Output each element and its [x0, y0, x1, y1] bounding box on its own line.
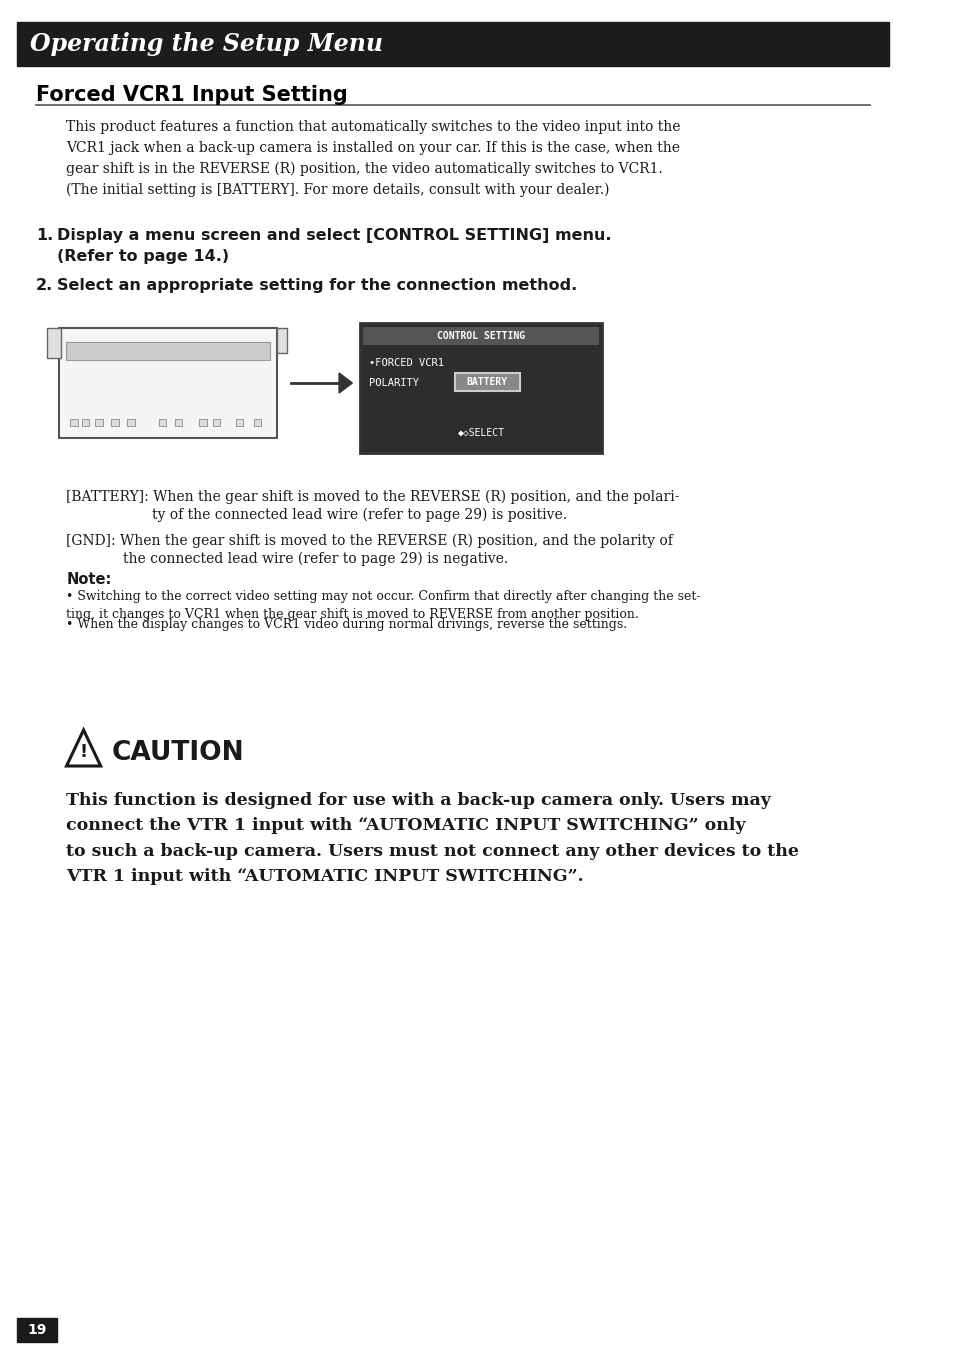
Bar [359, 322, 601, 453]
Text: Display a menu screen and select [CONTROL SETTING] menu.
(Refer to page 14.): Display a menu screen and select [CONTRO… [57, 228, 611, 264]
Text: ty of the connected lead wire (refer to page 29) is positive.: ty of the connected lead wire (refer to … [152, 508, 566, 523]
Text: 1.: 1. [36, 228, 53, 243]
Bar [199, 419, 207, 425]
Text: BATTERY: BATTERY [466, 377, 507, 388]
Text: POLARITY: POLARITY [369, 378, 419, 388]
Text: Forced VCR1 Input Setting: Forced VCR1 Input Setting [36, 85, 348, 104]
Polygon shape [338, 373, 352, 393]
Bar [253, 419, 261, 425]
Text: ◆◇SELECT: ◆◇SELECT [457, 428, 504, 438]
Bar [67, 341, 270, 360]
Text: Note:: Note: [67, 572, 112, 587]
Text: !: ! [79, 744, 88, 762]
Text: the connected lead wire (refer to page 29) is negative.: the connected lead wire (refer to page 2… [123, 551, 508, 566]
Text: Select an appropriate setting for the connection method.: Select an appropriate setting for the co… [57, 278, 577, 293]
Bar [48, 328, 61, 358]
Bar [71, 419, 78, 425]
Bar [455, 373, 519, 392]
Text: 2.: 2. [36, 278, 53, 293]
Bar [158, 419, 166, 425]
Text: This product features a function that automatically switches to the video input : This product features a function that au… [67, 121, 680, 196]
Bar [362, 327, 598, 346]
Bar [213, 419, 220, 425]
Bar [17, 1318, 57, 1341]
Text: •FORCED VCR1: •FORCED VCR1 [369, 358, 444, 369]
Bar [111, 419, 118, 425]
Text: CONTROL SETTING: CONTROL SETTING [436, 331, 524, 341]
Bar [235, 419, 243, 425]
Bar [174, 419, 182, 425]
Text: [BATTERY]: When the gear shift is moved to the REVERSE (R) position, and the pol: [BATTERY]: When the gear shift is moved … [67, 491, 679, 504]
Text: This function is designed for use with a back-up camera only. Users may
connect : This function is designed for use with a… [67, 793, 799, 885]
Text: 19: 19 [28, 1322, 47, 1337]
Bar [82, 419, 90, 425]
Bar [17, 22, 888, 66]
Bar [277, 328, 287, 354]
Text: • Switching to the correct video setting may not occur. Confirm that directly af: • Switching to the correct video setting… [67, 589, 700, 621]
Bar [95, 419, 103, 425]
Text: • When the display changes to VCR1 video during normal drivings, reverse the set: • When the display changes to VCR1 video… [67, 618, 627, 631]
Bar [59, 328, 277, 438]
Bar [127, 419, 134, 425]
Text: [GND]: When the gear shift is moved to the REVERSE (R) position, and the polarit: [GND]: When the gear shift is moved to t… [67, 534, 673, 549]
Text: Operating the Setup Menu: Operating the Setup Menu [30, 33, 383, 56]
Text: CAUTION: CAUTION [112, 740, 244, 766]
